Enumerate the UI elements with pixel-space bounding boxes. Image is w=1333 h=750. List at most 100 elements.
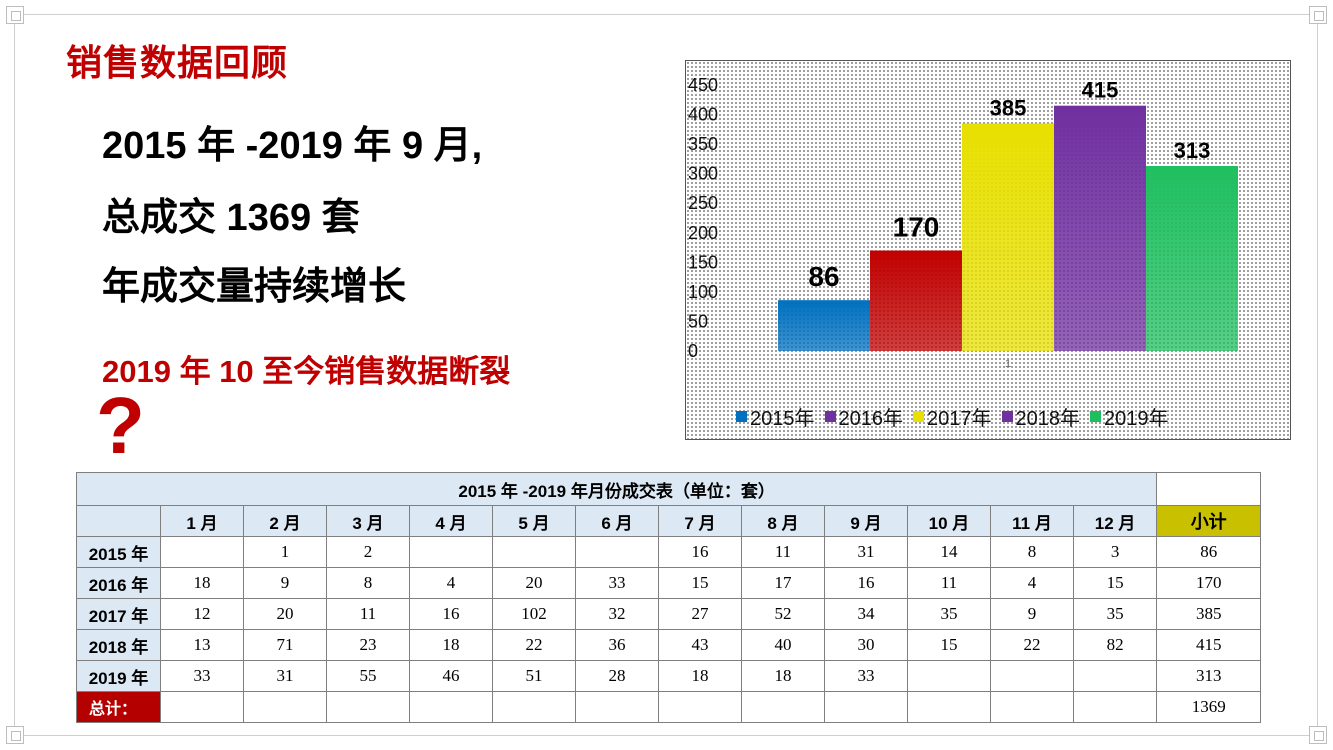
table-cell: 22 bbox=[990, 629, 1074, 661]
legend-label: 2018年 bbox=[1015, 408, 1081, 430]
table-cell: 17 bbox=[741, 567, 825, 599]
legend-label: 2016年 bbox=[838, 408, 904, 430]
table-cell: 33 bbox=[160, 660, 244, 692]
month-header: 6 月 bbox=[575, 505, 659, 537]
table-cell bbox=[1072, 691, 1158, 723]
table-cell: 52 bbox=[741, 598, 825, 630]
question-mark: ? bbox=[96, 381, 145, 470]
legend-swatch bbox=[824, 411, 836, 422]
legend-item: 2016年 bbox=[824, 402, 904, 431]
grand-total-cell: 1369 bbox=[1156, 691, 1262, 723]
table-cell bbox=[243, 691, 327, 723]
table-cell: 13 bbox=[160, 629, 244, 661]
table-cell: 16 bbox=[409, 598, 493, 630]
table-row: 2017 年 12 20 11 16 102 32 27 52 34 35 9 35 385 bbox=[76, 598, 1262, 630]
table-cell: 12 bbox=[160, 598, 244, 630]
bar-chart: 0 50 100 150 200 250 300 350 400 450 86 170 385 415 31… bbox=[685, 60, 1291, 440]
legend-swatch bbox=[1090, 411, 1101, 422]
table-cell: 33 bbox=[824, 660, 908, 692]
table-row: 2018 年 13 71 23 18 22 36 43 40 30 15 22 82 415 bbox=[76, 629, 1262, 661]
year-label: 2016 年 bbox=[76, 567, 161, 599]
total-label: 总计： bbox=[76, 691, 161, 723]
data-label: 415 bbox=[1082, 78, 1119, 103]
table-cell: 16 bbox=[658, 536, 742, 568]
table-cell bbox=[907, 691, 991, 723]
table-cell: 18 bbox=[160, 567, 244, 599]
year-label: 2015 年 bbox=[76, 536, 161, 568]
y-tick-label: 0 bbox=[688, 341, 698, 361]
table-cell: 4 bbox=[409, 567, 493, 599]
corner-ornament bbox=[6, 6, 24, 24]
table-total-row: 总计： 1369 bbox=[76, 691, 1262, 723]
summary-line-total: 总成交 1369 套 bbox=[102, 197, 360, 239]
table-cell: 3 bbox=[1072, 536, 1158, 568]
y-tick-label: 350 bbox=[688, 134, 718, 154]
bar-5 bbox=[1146, 165, 1238, 351]
year-label: 2018 年 bbox=[76, 629, 161, 661]
y-tick-label: 300 bbox=[688, 164, 718, 184]
table-cell bbox=[326, 691, 410, 723]
month-header: 2 月 bbox=[243, 505, 327, 537]
data-label: 385 bbox=[990, 95, 1027, 120]
table-cell bbox=[1072, 660, 1158, 692]
month-header: 1 月 bbox=[160, 505, 244, 537]
table-cell bbox=[160, 536, 244, 568]
month-header: 9 月 bbox=[824, 505, 908, 537]
table-cell: 11 bbox=[741, 536, 825, 568]
y-tick-label: 200 bbox=[688, 223, 718, 243]
table-cell: 33 bbox=[575, 567, 659, 599]
y-tick-label: 400 bbox=[688, 105, 718, 125]
table-cell: 40 bbox=[741, 629, 825, 661]
table-header-cell bbox=[76, 505, 161, 537]
table-cell: 23 bbox=[326, 629, 410, 661]
legend-item: 2018年 bbox=[1001, 402, 1081, 431]
table-cell bbox=[741, 691, 825, 723]
table-cell: 36 bbox=[575, 629, 659, 661]
table-cell bbox=[824, 691, 908, 723]
table-cell: 31 bbox=[243, 660, 327, 692]
bar-3 bbox=[962, 123, 1054, 351]
table-cell bbox=[990, 691, 1074, 723]
slide-frame bbox=[14, 14, 1318, 736]
bar-1 bbox=[778, 300, 870, 351]
table-cell: 28 bbox=[575, 660, 659, 692]
legend-item: 2015年 bbox=[736, 402, 815, 431]
table-cell: 8 bbox=[990, 536, 1074, 568]
table-caption: 2015 年 -2019 年月份成交表（单位：套） bbox=[75, 472, 1158, 506]
table-cell: 11 bbox=[326, 598, 410, 630]
table-cell bbox=[907, 660, 991, 692]
table-cell: 31 bbox=[824, 536, 908, 568]
table-cell: 82 bbox=[1072, 629, 1158, 661]
table-cell: 20 bbox=[492, 567, 576, 599]
y-tick-label: 150 bbox=[688, 252, 718, 272]
chart-legend: 2015年 2016年 2017年 2018年 2019年 bbox=[736, 402, 1169, 431]
table-cell: 8 bbox=[326, 567, 410, 599]
data-label: 170 bbox=[893, 212, 940, 243]
table-cell: 46 bbox=[409, 660, 493, 692]
table-cell: 18 bbox=[409, 629, 493, 661]
table-cell: 20 bbox=[243, 598, 327, 630]
data-gap-note: 2019 年 10 至今销售数据断裂 bbox=[102, 354, 511, 389]
table-cell bbox=[990, 660, 1074, 692]
table-cell: 34 bbox=[824, 598, 908, 630]
legend-item: 2019年 bbox=[1090, 402, 1169, 431]
table-cell: 9 bbox=[243, 567, 327, 599]
table-cell: 32 bbox=[575, 598, 659, 630]
month-header: 7 月 bbox=[658, 505, 742, 537]
y-tick-label: 450 bbox=[688, 75, 718, 95]
table-cell: 11 bbox=[907, 567, 991, 599]
table-cell: 15 bbox=[907, 629, 991, 661]
table-cell bbox=[575, 536, 659, 568]
legend-swatch bbox=[736, 411, 747, 422]
data-label: 86 bbox=[808, 261, 839, 292]
summary-line-period: 2015 年 -2019 年 9 月, bbox=[102, 125, 483, 167]
table-cell: 2 bbox=[326, 536, 410, 568]
summary-line-growth: 年成交量持续增长 bbox=[102, 266, 407, 308]
legend-label: 2017年 bbox=[927, 408, 992, 430]
legend-label: 2019年 bbox=[1104, 408, 1169, 430]
legend-label: 2015年 bbox=[750, 408, 815, 430]
year-label: 2019 年 bbox=[76, 660, 161, 692]
legend-swatch bbox=[1001, 411, 1013, 422]
